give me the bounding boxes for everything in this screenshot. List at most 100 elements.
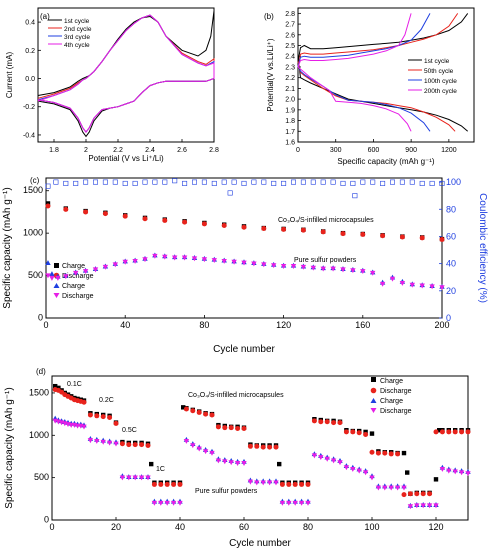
data-point bbox=[241, 260, 247, 266]
data-point bbox=[172, 255, 178, 261]
data-point bbox=[375, 485, 382, 491]
data-point bbox=[452, 429, 458, 435]
panel-b-series-6 bbox=[297, 13, 412, 68]
data-point bbox=[320, 266, 326, 272]
data-point bbox=[382, 450, 388, 456]
x-tick-label: 900 bbox=[405, 147, 417, 154]
data-point bbox=[271, 180, 277, 186]
data-point bbox=[142, 257, 148, 263]
data-point bbox=[63, 274, 69, 280]
data-point bbox=[401, 492, 407, 498]
x-tick-label: 2.6 bbox=[177, 147, 187, 154]
data-point bbox=[119, 441, 125, 447]
panel-c-series-2 bbox=[45, 252, 445, 289]
y-tick-label: 2.3 bbox=[285, 64, 295, 71]
data-point bbox=[81, 424, 87, 430]
data-point bbox=[305, 500, 311, 506]
data-point bbox=[439, 180, 445, 186]
y-tick-label: 0.2 bbox=[25, 48, 35, 55]
data-point bbox=[87, 412, 93, 418]
data-point bbox=[53, 383, 58, 389]
data-point bbox=[87, 438, 94, 444]
data-point bbox=[56, 385, 61, 391]
data-point bbox=[81, 399, 87, 405]
panel-b-ylabel: Potential(V vs.Li/Li⁺) bbox=[266, 38, 275, 111]
x-tick-label: 2.2 bbox=[113, 147, 123, 154]
data-point bbox=[356, 468, 362, 474]
data-point bbox=[369, 431, 375, 436]
data-point bbox=[388, 485, 394, 491]
data-point bbox=[241, 461, 247, 466]
legend-c-3: Charge bbox=[62, 283, 85, 290]
data-point bbox=[126, 442, 132, 448]
data-point bbox=[45, 183, 51, 189]
data-point bbox=[261, 262, 267, 268]
panel-a-label: (a) bbox=[40, 12, 50, 21]
data-point bbox=[388, 451, 394, 457]
data-point bbox=[350, 429, 356, 435]
data-point bbox=[177, 500, 183, 506]
y-tick-label: 1.6 bbox=[285, 140, 295, 147]
data-point bbox=[369, 475, 375, 481]
data-point bbox=[324, 456, 330, 462]
data-point bbox=[112, 262, 118, 268]
data-point bbox=[465, 429, 471, 435]
panel-d-rate-1c: 1C bbox=[156, 466, 165, 473]
data-point bbox=[122, 213, 128, 219]
data-point bbox=[190, 443, 196, 449]
data-point bbox=[209, 450, 215, 456]
data-point bbox=[122, 180, 128, 186]
y-tick-label: 1500 bbox=[29, 387, 49, 397]
panel-b-series-5 bbox=[297, 64, 431, 132]
data-point bbox=[311, 418, 317, 424]
data-point bbox=[196, 409, 202, 415]
data-point bbox=[350, 180, 356, 186]
data-point bbox=[290, 179, 296, 185]
data-point bbox=[340, 180, 346, 186]
data-point bbox=[73, 180, 79, 186]
data-point bbox=[113, 420, 119, 426]
data-point bbox=[363, 429, 368, 435]
y-tick-label: -0.2 bbox=[23, 104, 35, 111]
data-point bbox=[201, 221, 207, 227]
y2-tick-label: 20 bbox=[446, 286, 456, 296]
x-tick-label: 100 bbox=[364, 522, 379, 532]
panel-a: (a) Potential (V vs Li⁺/Li) Current (mA)… bbox=[5, 7, 219, 163]
data-point bbox=[465, 471, 471, 477]
y-tick-label: 0.0 bbox=[25, 76, 35, 83]
data-point bbox=[439, 237, 445, 243]
panel-d-rate-0-2c: 0.2C bbox=[99, 397, 114, 404]
data-point bbox=[399, 234, 405, 240]
data-point bbox=[311, 453, 318, 459]
data-point bbox=[292, 500, 298, 506]
data-point bbox=[138, 475, 145, 481]
y-tick-label: 0.4 bbox=[25, 20, 35, 27]
x-tick-label: 40 bbox=[120, 320, 130, 330]
data-point bbox=[362, 470, 369, 476]
data-point bbox=[222, 459, 228, 465]
data-point bbox=[93, 179, 99, 185]
data-point bbox=[152, 253, 158, 259]
data-point bbox=[45, 273, 51, 279]
data-point bbox=[409, 179, 415, 185]
data-point bbox=[139, 442, 145, 448]
data-point bbox=[280, 264, 287, 269]
panel-c-xlabel: Cycle number bbox=[213, 344, 275, 355]
data-point bbox=[271, 263, 277, 269]
y-tick-label: 2.7 bbox=[285, 22, 295, 29]
data-point bbox=[340, 267, 346, 273]
data-point bbox=[414, 503, 420, 509]
x-tick-label: 300 bbox=[330, 147, 342, 154]
data-point bbox=[360, 179, 366, 185]
data-point bbox=[260, 480, 266, 486]
y-tick-label: 1.8 bbox=[285, 118, 295, 125]
data-point bbox=[102, 179, 108, 185]
data-point bbox=[132, 258, 138, 264]
data-point bbox=[407, 491, 413, 497]
panel-d-series-0 bbox=[53, 383, 471, 496]
data-point bbox=[261, 179, 267, 185]
panel-c-series-3 bbox=[45, 253, 445, 291]
y-tick-label: 1.9 bbox=[285, 107, 295, 114]
data-point bbox=[83, 209, 89, 215]
